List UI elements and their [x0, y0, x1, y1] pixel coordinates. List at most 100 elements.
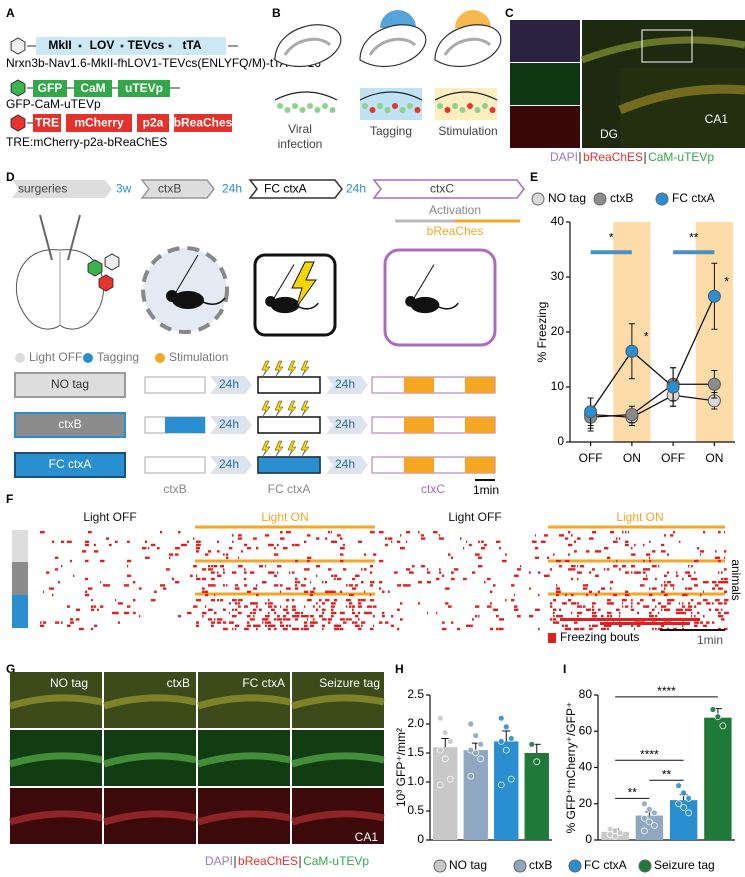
- raster-tick: [394, 571, 398, 574]
- raster-tick: [673, 531, 675, 534]
- raster-tick: [94, 550, 99, 553]
- raster-tick: [667, 608, 671, 611]
- raster-tick: [667, 599, 671, 602]
- raster-tick: [496, 615, 499, 618]
- raster-tick: [277, 618, 282, 621]
- raster-tick: [250, 611, 253, 615]
- y-axis-label: % GFP⁺mCherry⁺/GFP⁺: [564, 702, 578, 834]
- raster-tick: [358, 611, 360, 615]
- cell-layer: [434, 91, 498, 101]
- raster-tick: [211, 571, 215, 574]
- raster-tick: [286, 587, 291, 590]
- raster-tick: [673, 587, 675, 590]
- chevron: [12, 180, 112, 198]
- raster-tick: [391, 540, 393, 543]
- raster-tick: [256, 624, 261, 627]
- raster-tick: [91, 627, 94, 631]
- raster-tick: [373, 624, 375, 627]
- raster-tick: [565, 627, 570, 631]
- micrograph: [510, 20, 580, 62]
- raster-tick: [634, 543, 636, 547]
- data-point: [625, 344, 639, 358]
- raster-tick: [391, 615, 394, 618]
- raster-tick: [511, 584, 515, 587]
- raster-tick: [268, 605, 273, 608]
- raster-tick: [58, 581, 60, 584]
- raster-tick: [427, 611, 429, 615]
- raster-tick: [640, 584, 645, 587]
- raster-tick: [637, 611, 640, 615]
- mouse-tail: [438, 302, 459, 310]
- raster-tick: [343, 621, 347, 624]
- raster-tick: [97, 608, 99, 611]
- raster-tick: [637, 602, 640, 605]
- raster-tick: [517, 615, 521, 618]
- raster-tick: [448, 605, 452, 608]
- phase-label: ctxB: [163, 482, 186, 496]
- y-tick-label: 2.5: [407, 687, 424, 701]
- raster-tick: [235, 624, 240, 627]
- raster-tick: [406, 540, 408, 543]
- raster-tick: [589, 608, 591, 611]
- raster-tick: [214, 618, 216, 621]
- fiber: [273, 264, 295, 299]
- x-tick-label: ON: [705, 451, 723, 465]
- raster-tick: [478, 615, 480, 618]
- raster-tick: [247, 590, 252, 593]
- raster-tick: [61, 565, 63, 568]
- context-ctxc: [383, 248, 497, 347]
- raster-tick: [661, 605, 665, 608]
- raster-tick: [406, 531, 411, 534]
- chevron: [210, 456, 252, 474]
- raster-tick: [463, 577, 467, 581]
- raster-tick: [535, 556, 540, 559]
- raster-tick: [670, 534, 674, 537]
- raster-tick: [265, 534, 270, 537]
- raster-tick: [352, 608, 354, 611]
- raster-tick: [94, 605, 97, 608]
- raster-tick: [295, 618, 298, 621]
- raster-tick: [46, 571, 50, 574]
- raster-tick: [85, 590, 88, 593]
- raster-tick: [484, 543, 487, 547]
- raster-tick: [139, 615, 141, 618]
- construct-box: [74, 80, 112, 97]
- construct-element: GFP: [38, 81, 63, 95]
- raster-tick: [619, 624, 622, 627]
- freezing-bout: [600, 622, 690, 625]
- raster-tick: [559, 590, 561, 593]
- raster-tick: [724, 590, 727, 593]
- raster-tick: [196, 550, 199, 553]
- cell-band: [618, 84, 745, 115]
- interval-label: 24h: [219, 377, 239, 391]
- shock-icon: [274, 400, 284, 417]
- group-label: ctxB: [167, 676, 190, 690]
- raster-tick: [721, 581, 725, 584]
- raster-tick: [667, 571, 670, 574]
- raster-tick: [55, 621, 60, 624]
- raster-tick: [208, 584, 212, 587]
- raster-tick: [235, 608, 238, 611]
- raster-tick: [400, 547, 405, 550]
- raster-tick: [289, 624, 291, 627]
- raster-tick: [658, 611, 660, 615]
- raster-tick: [550, 568, 553, 571]
- shock-icon: [300, 400, 310, 417]
- y-tick-label: 10: [551, 379, 565, 393]
- brain-outline: [274, 24, 342, 68]
- virus-icon: [104, 253, 120, 271]
- raster-tick: [91, 608, 95, 611]
- raster-tick: [319, 605, 321, 608]
- raster-tick: [610, 611, 612, 615]
- raster-tick: [643, 543, 645, 547]
- syringe: [67, 214, 81, 261]
- raster-tick: [235, 584, 238, 587]
- raster-tick: [274, 611, 277, 615]
- raster-tick: [343, 543, 345, 547]
- raster-tick: [265, 624, 267, 627]
- interval-label: 24h: [219, 457, 239, 471]
- raster-tick: [295, 581, 298, 584]
- group-label: FC ctxA: [49, 457, 92, 471]
- raster-tick: [304, 621, 308, 624]
- raster-tick: [598, 550, 602, 553]
